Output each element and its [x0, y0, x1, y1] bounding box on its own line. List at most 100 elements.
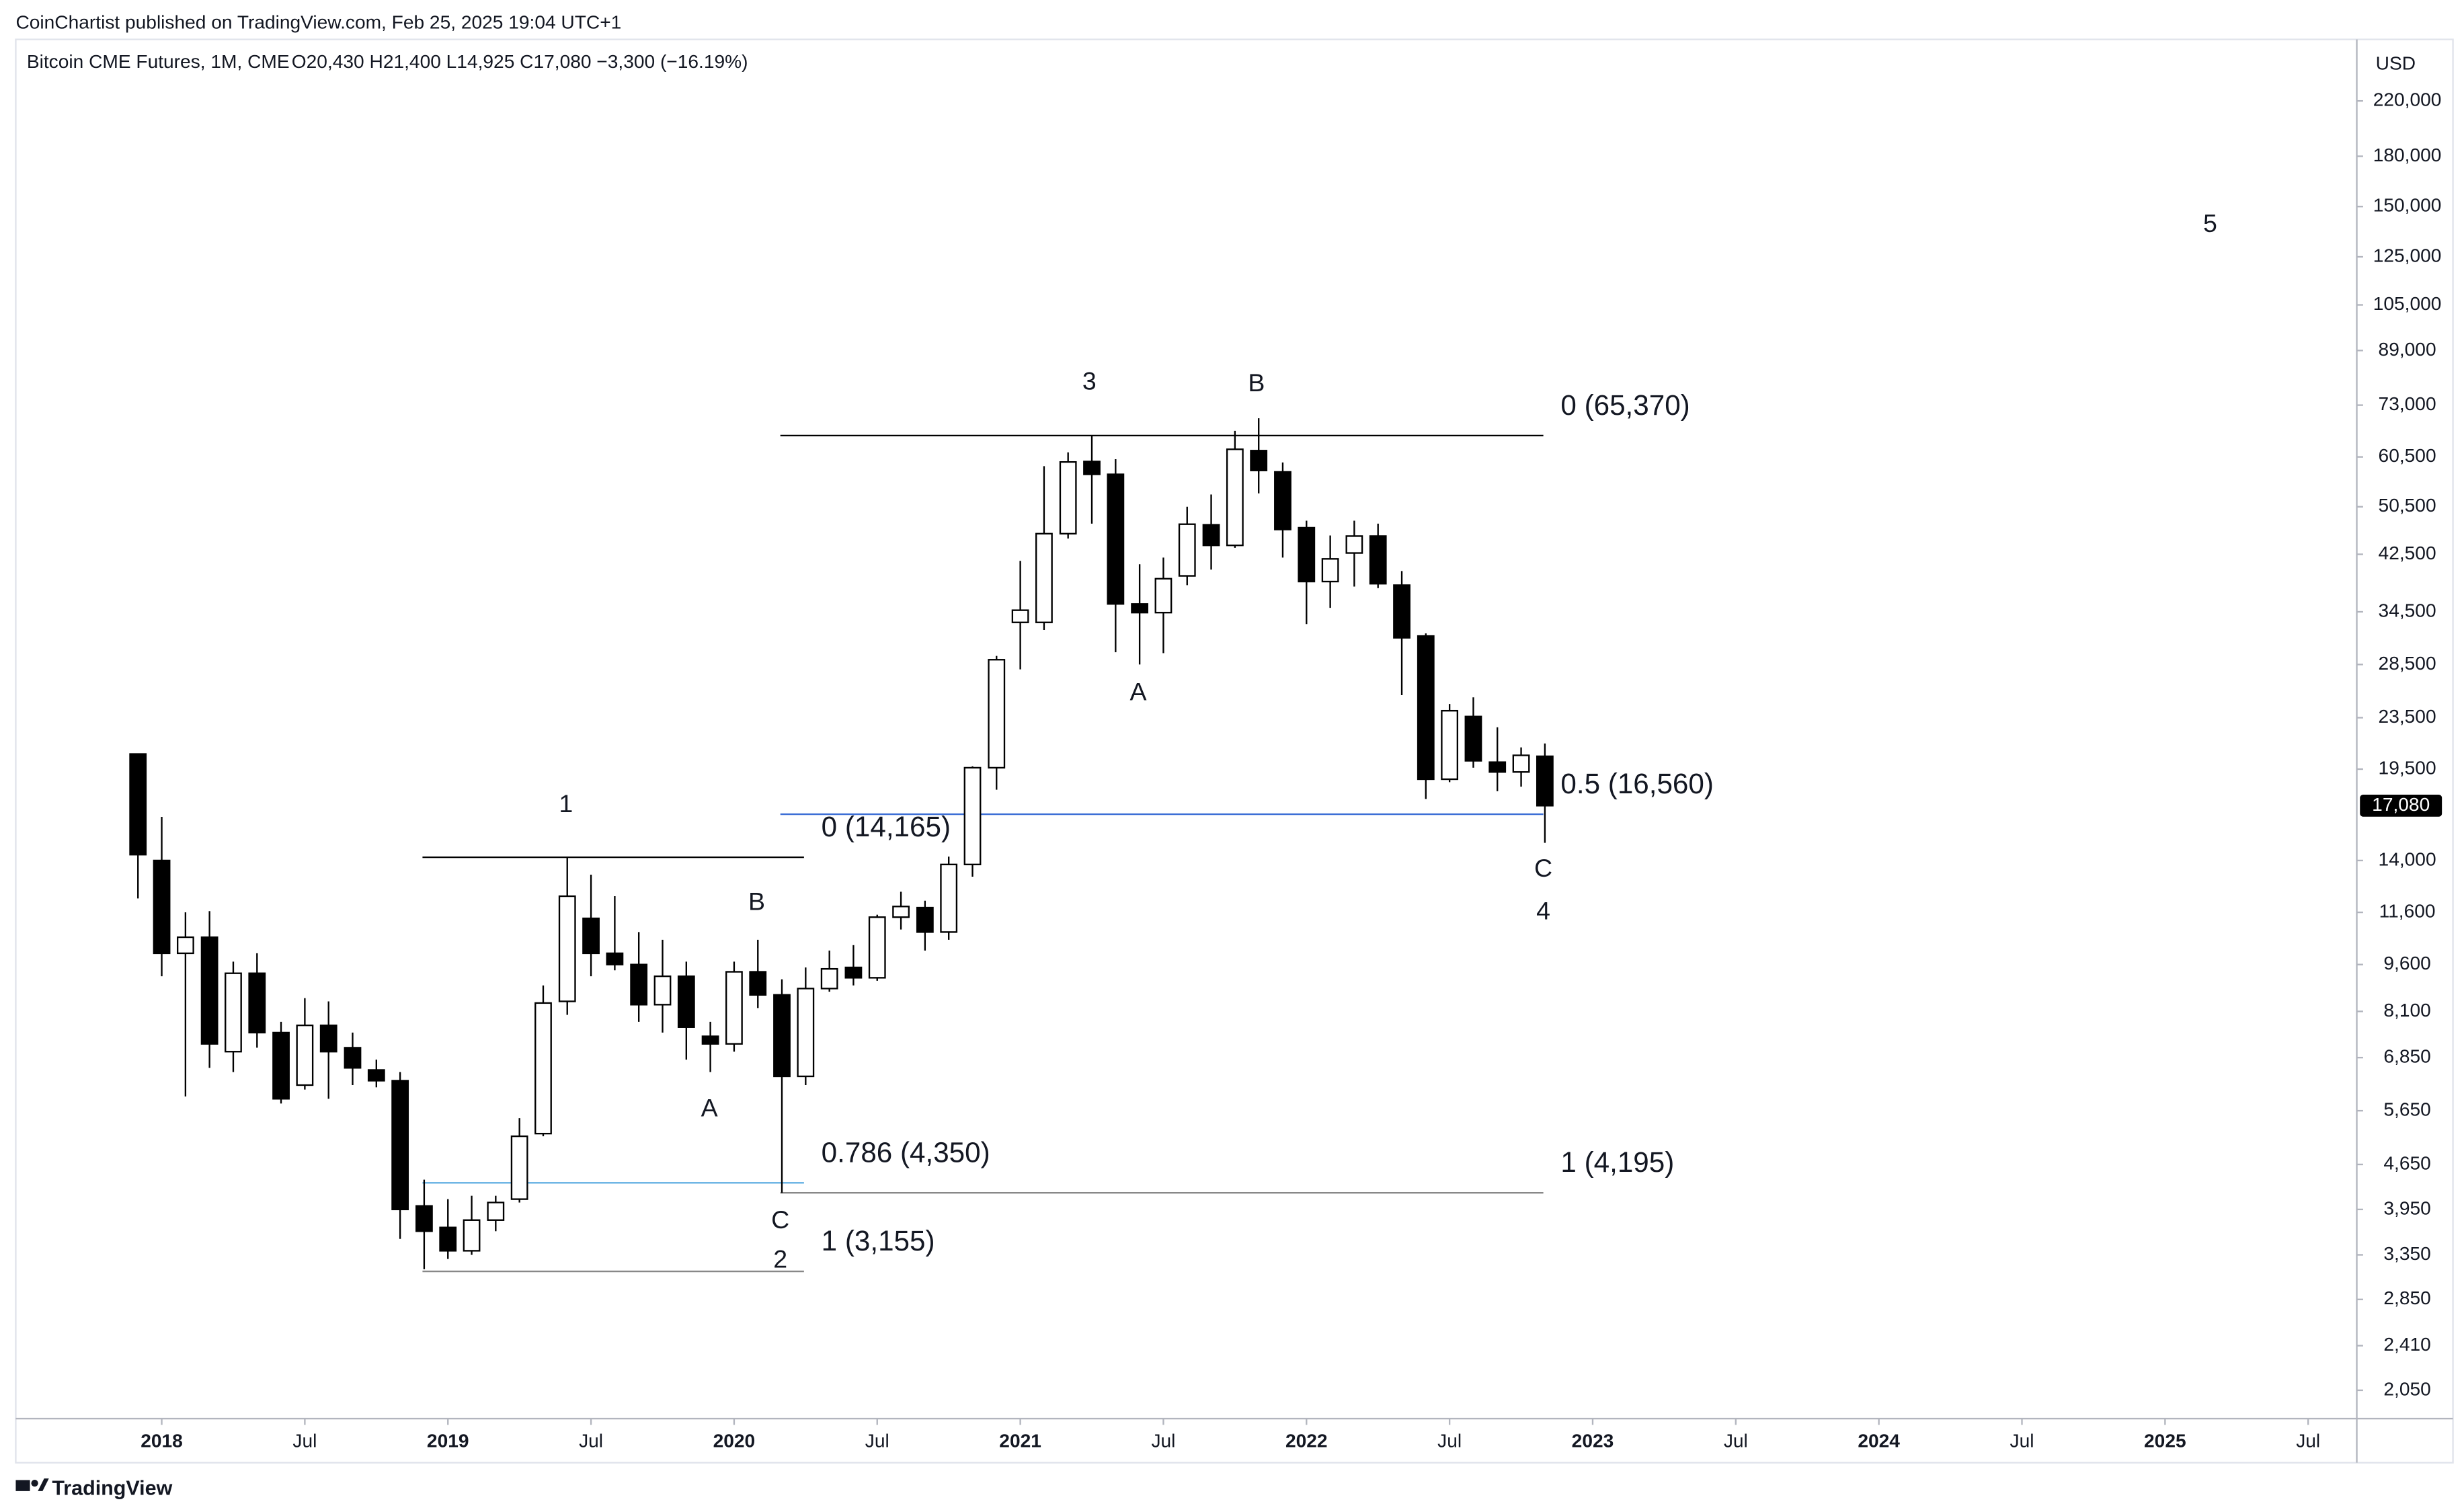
currency-label: USD	[2376, 53, 2416, 74]
y-tick-label: 2,050	[2383, 1378, 2430, 1399]
candle-body	[892, 906, 910, 918]
candle-body	[1035, 532, 1053, 623]
fib-label: 0 (65,370)	[1560, 389, 1690, 421]
candle-body	[1226, 448, 1244, 547]
y-tick-label: 180,000	[2373, 145, 2442, 165]
footer-brand: TradingView	[52, 1477, 172, 1500]
candle-body	[296, 1024, 314, 1086]
candle-body	[1393, 584, 1410, 639]
wave-label: 4	[1536, 896, 1550, 924]
candle-body	[1321, 558, 1339, 583]
y-tick-label: 14,000	[2379, 848, 2436, 869]
candle-body	[439, 1226, 457, 1252]
y-tick-label: 19,500	[2379, 757, 2436, 778]
wave-label: 2	[773, 1244, 787, 1273]
candle-body	[701, 1035, 719, 1045]
y-tick-label: 150,000	[2373, 195, 2442, 216]
x-tick-label: Jul	[579, 1431, 603, 1452]
wave-label: A	[1129, 677, 1146, 705]
candle-body	[1202, 524, 1220, 547]
x-tick-label: Jul	[2010, 1431, 2034, 1452]
fib-label: 0.786 (4,350)	[822, 1136, 990, 1168]
candle-body	[1178, 523, 1196, 577]
candle-body	[463, 1219, 481, 1252]
y-tick-label: 2,850	[2383, 1287, 2430, 1308]
candle-body	[1250, 450, 1268, 471]
candle-body	[558, 895, 576, 1002]
y-tick-label: 220,000	[2373, 89, 2442, 110]
x-tick-label: 2018	[141, 1431, 183, 1452]
candle-body	[1536, 755, 1554, 807]
candle-body	[225, 972, 242, 1053]
candle-body	[1369, 535, 1387, 585]
wave-label: B	[1248, 368, 1265, 397]
candle-body	[1131, 603, 1149, 614]
y-tick-label: 89,000	[2379, 339, 2436, 360]
candle-body	[1512, 754, 1530, 773]
candle-body	[1441, 709, 1459, 781]
x-tick-label: 2024	[1858, 1431, 1900, 1452]
x-tick-label: 2019	[427, 1431, 469, 1452]
y-tick-label: 28,500	[2379, 653, 2436, 674]
candle-body	[916, 906, 934, 933]
candle-body	[797, 988, 815, 1078]
wave-label: 1	[559, 789, 573, 818]
candle-body	[606, 952, 624, 965]
candle-body	[940, 863, 958, 933]
candle-body	[1417, 635, 1435, 781]
candle-body	[868, 916, 886, 979]
fib-label: 1 (3,155)	[822, 1225, 935, 1257]
y-tick-label: 11,600	[2379, 900, 2436, 921]
candle-body	[653, 975, 672, 1006]
y-tick-label: 34,500	[2379, 600, 2436, 621]
candle-body	[1154, 578, 1173, 614]
wave-label: A	[701, 1093, 718, 1121]
candle-body	[988, 659, 1006, 769]
wave-label: 3	[1082, 367, 1097, 395]
tradingview-logo	[15, 1478, 49, 1491]
y-tick-label: 23,500	[2379, 706, 2436, 727]
y-tick-label: 5,650	[2383, 1099, 2430, 1120]
candle-body	[1274, 471, 1291, 530]
candle-body	[510, 1135, 528, 1200]
y-tick-label: 3,350	[2383, 1243, 2430, 1264]
x-tick-label: Jul	[1437, 1431, 1462, 1452]
x-tick-label: Jul	[1724, 1431, 1748, 1452]
candle-body	[272, 1031, 290, 1100]
x-tick-label: 2022	[1285, 1431, 1328, 1452]
y-tick-label: 42,500	[2379, 543, 2436, 563]
wave-label: B	[748, 887, 765, 915]
x-tick-label: Jul	[1151, 1431, 1175, 1452]
candle-body	[963, 766, 982, 866]
frame	[15, 38, 2454, 1464]
publisher: CoinChartist published on TradingView.co…	[15, 12, 621, 33]
candle-body	[582, 917, 600, 955]
x-tick-label: Jul	[865, 1431, 889, 1452]
candle-body	[176, 936, 194, 955]
candle-body	[630, 963, 648, 1006]
candle-body	[391, 1080, 409, 1211]
x-tick-label: 2025	[2144, 1431, 2186, 1452]
candle-body	[534, 1002, 552, 1135]
x-tick-label: 2020	[713, 1431, 756, 1452]
candle-body	[725, 971, 743, 1045]
candle-body	[200, 936, 218, 1045]
x-tick-label: 2023	[1572, 1431, 1614, 1452]
candle-body	[677, 975, 695, 1028]
candle-body	[129, 753, 147, 856]
candle-body	[1464, 715, 1482, 762]
candle-body	[773, 994, 791, 1078]
candle-body	[1083, 461, 1101, 475]
candles	[129, 418, 1554, 1269]
x-tick-label: Jul	[292, 1431, 317, 1452]
candle-body	[1011, 609, 1029, 623]
fib-label: 1 (4,195)	[1560, 1146, 1674, 1178]
candle-body	[1298, 526, 1316, 583]
last-price-tag	[2360, 794, 2442, 817]
candle-body	[1059, 461, 1077, 534]
x-tick-label: 2021	[999, 1431, 1041, 1452]
y-tick-label: 3,950	[2383, 1197, 2430, 1218]
candle-body	[415, 1205, 433, 1232]
